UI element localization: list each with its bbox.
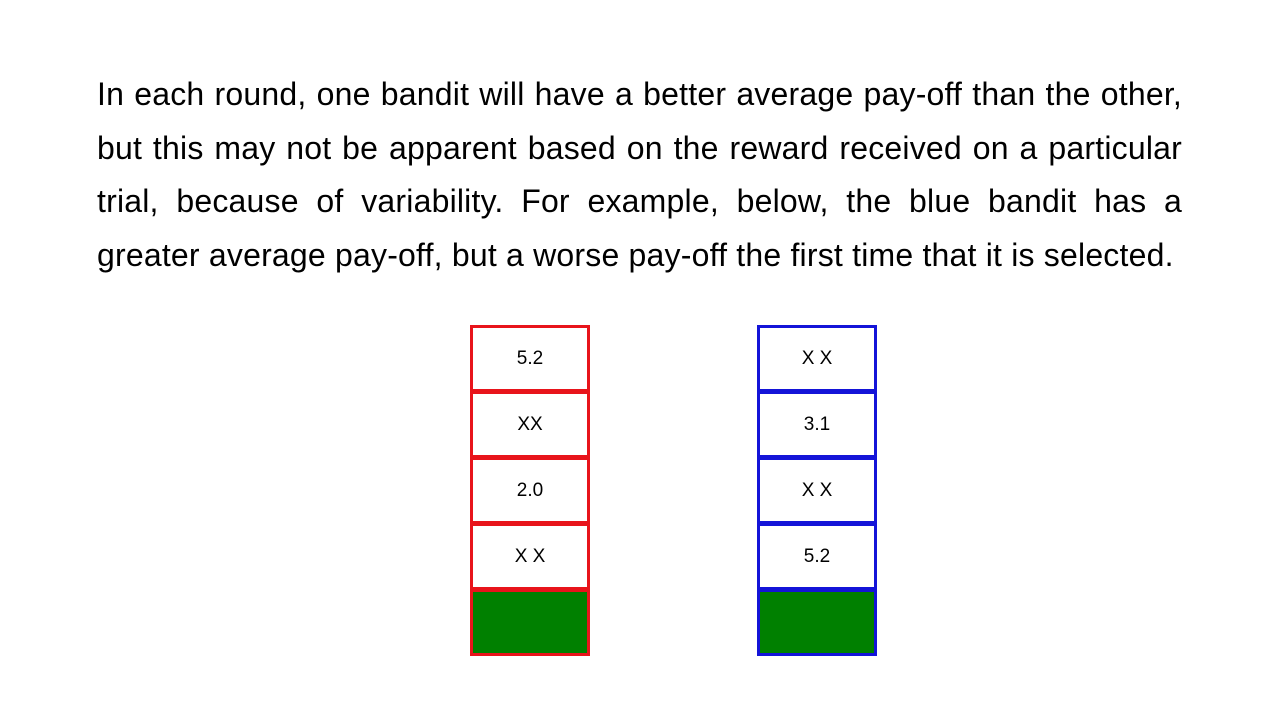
blue-bandit-column: X X 3.1 X X 5.2 xyxy=(757,325,877,656)
red-bandit-reward-cell xyxy=(470,589,590,656)
red-bandit-cell: XX xyxy=(470,391,590,458)
red-bandit-cell: 5.2 xyxy=(470,325,590,392)
blue-bandit-cell: 3.1 xyxy=(757,391,877,458)
red-bandit-cell: X X xyxy=(470,523,590,590)
blue-bandit-cell: X X xyxy=(757,457,877,524)
blue-bandit-cell: X X xyxy=(757,325,877,392)
explanation-paragraph: In each round, one bandit will have a be… xyxy=(97,76,1182,273)
red-bandit-column: 5.2 XX 2.0 X X xyxy=(470,325,590,656)
blue-bandit-reward-cell xyxy=(757,589,877,656)
blue-bandit-cell: 5.2 xyxy=(757,523,877,590)
red-bandit-cell: 2.0 xyxy=(470,457,590,524)
